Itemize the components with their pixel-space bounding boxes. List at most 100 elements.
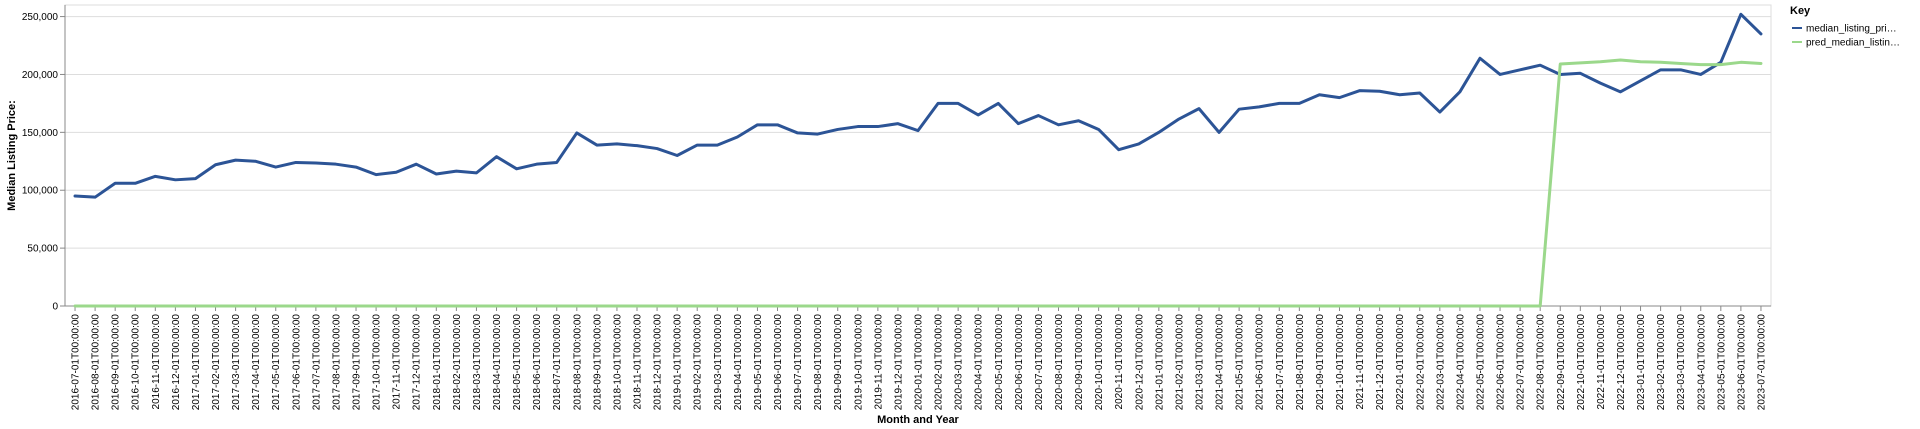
y-tick-label: 150,000 xyxy=(22,128,59,139)
x-tick-label: 2022-07-01T00:00:00 xyxy=(1516,314,1527,411)
x-tick-label: 2022-11-01T00:00:00 xyxy=(1596,314,1607,410)
x-tick-label: 2016-12-01T00:00:00 xyxy=(171,314,182,411)
x-tick-label: 2018-08-01T00:00:00 xyxy=(572,314,583,411)
x-tick-label: 2019-04-01T00:00:00 xyxy=(733,314,744,411)
x-tick-label: 2017-09-01T00:00:00 xyxy=(352,314,363,411)
y-tick-label: 50,000 xyxy=(27,244,58,255)
x-tick-label: 2022-03-01T00:00:00 xyxy=(1435,314,1446,411)
plot-border xyxy=(64,4,1772,307)
x-tick-label: 2018-05-01T00:00:00 xyxy=(512,314,523,411)
x-tick-label: 2023-03-01T00:00:00 xyxy=(1676,314,1687,411)
x-tick-label: 2020-12-01T00:00:00 xyxy=(1134,314,1145,411)
x-tick-label: 2019-01-01T00:00:00 xyxy=(673,314,684,411)
series-line-1 xyxy=(73,12,1763,199)
x-tick-label: 2022-09-01T00:00:00 xyxy=(1556,314,1567,411)
x-tick-label: 2020-01-01T00:00:00 xyxy=(914,314,925,411)
x-tick-label: 2017-01-01T00:00:00 xyxy=(191,314,202,411)
y-axis-title: Median Listing Price: xyxy=(6,100,18,211)
x-tick-label: 2021-11-01T00:00:00 xyxy=(1355,314,1366,410)
series-lines xyxy=(73,12,1763,308)
x-tick-label: 2017-10-01T00:00:00 xyxy=(372,314,383,411)
x-tick-label: 2022-02-01T00:00:00 xyxy=(1415,314,1426,411)
x-tick-label: 2019-06-01T00:00:00 xyxy=(773,314,784,411)
x-tick-label: 2018-09-01T00:00:00 xyxy=(592,314,603,411)
gridlines xyxy=(65,16,1771,307)
x-tick-label: 2021-03-01T00:00:00 xyxy=(1194,314,1205,411)
x-tick-label: 2021-10-01T00:00:00 xyxy=(1335,314,1346,411)
x-tick-label: 2021-12-01T00:00:00 xyxy=(1375,314,1386,411)
plot-area xyxy=(64,4,1772,307)
x-axis: 2016-07-01T00:00:00 2016-08-01T00:00:00 20… xyxy=(65,305,1771,411)
x-tick-label: 2021-06-01T00:00:00 xyxy=(1255,314,1266,411)
x-tick-label: 2020-07-01T00:00:00 xyxy=(1034,314,1045,411)
x-tick-label: 2016-09-01T00:00:00 xyxy=(111,314,122,411)
x-tick-label: 2019-05-01T00:00:00 xyxy=(753,314,764,411)
x-tick-label: 2018-11-01T00:00:00 xyxy=(633,314,644,410)
x-tick-label: 2023-04-01T00:00:00 xyxy=(1696,314,1707,411)
x-tick-label: 2020-05-01T00:00:00 xyxy=(994,314,1005,411)
x-tick-label: 2020-06-01T00:00:00 xyxy=(1014,314,1025,411)
legend: Key median_listing_pri… pred_median_listi… xyxy=(1790,5,1900,49)
x-tick-label: 2020-04-01T00:00:00 xyxy=(974,314,985,411)
x-tick-label: 2021-01-01T00:00:00 xyxy=(1154,314,1165,411)
x-tick-label: 2020-08-01T00:00:00 xyxy=(1054,314,1065,411)
x-tick-label: 2023-01-01T00:00:00 xyxy=(1636,314,1647,411)
x-tick-label: 2022-10-01T00:00:00 xyxy=(1576,314,1587,411)
x-tick-label: 2019-10-01T00:00:00 xyxy=(853,314,864,411)
x-tick-label: 2023-07-01T00:00:00 xyxy=(1756,314,1767,411)
x-tick-label: 2022-08-01T00:00:00 xyxy=(1536,314,1547,411)
x-tick-label: 2019-12-01T00:00:00 xyxy=(893,314,904,411)
x-tick-label: 2019-03-01T00:00:00 xyxy=(713,314,724,411)
x-tick-label: 2023-02-01T00:00:00 xyxy=(1656,314,1667,411)
x-tick-label: 2017-07-01T00:00:00 xyxy=(311,314,322,411)
x-tick-label: 2021-04-01T00:00:00 xyxy=(1215,314,1226,411)
legend-title: Key xyxy=(1790,5,1811,17)
x-tick-label: 2021-02-01T00:00:00 xyxy=(1174,314,1185,411)
y-tick-label: 200,000 xyxy=(22,70,59,81)
x-tick-label: 2022-06-01T00:00:00 xyxy=(1496,314,1507,411)
x-tick-label: 2022-01-01T00:00:00 xyxy=(1395,314,1406,411)
x-tick-label: 2018-06-01T00:00:00 xyxy=(532,314,543,411)
y-axis: 0 50,000 100,000 150,000 200,000 250,000 xyxy=(22,5,66,313)
legend-label-1: median_listing_pri… xyxy=(1806,24,1897,35)
x-tick-label: 2017-08-01T00:00:00 xyxy=(331,314,342,411)
x-tick-label: 2020-10-01T00:00:00 xyxy=(1094,314,1105,411)
x-tick-label: 2017-03-01T00:00:00 xyxy=(231,314,242,411)
x-tick-label: 2020-02-01T00:00:00 xyxy=(934,314,945,411)
x-tick-label: 2017-11-01T00:00:00 xyxy=(392,314,403,410)
x-tick-label: 2019-09-01T00:00:00 xyxy=(833,314,844,411)
x-tick-label: 2020-09-01T00:00:00 xyxy=(1074,314,1085,411)
x-tick-label: 2023-06-01T00:00:00 xyxy=(1736,314,1747,411)
x-tick-label: 2017-06-01T00:00:00 xyxy=(291,314,302,411)
x-tick-label: 2022-04-01T00:00:00 xyxy=(1455,314,1466,411)
legend-label-2: pred_median_listin… xyxy=(1806,38,1900,49)
x-tick-label: 2019-11-01T00:00:00 xyxy=(873,314,884,410)
x-tick-label: 2019-02-01T00:00:00 xyxy=(693,314,704,411)
x-tick-label: 2016-08-01T00:00:00 xyxy=(91,314,102,411)
x-tick-label: 2023-05-01T00:00:00 xyxy=(1716,314,1727,411)
x-tick-label: 2021-07-01T00:00:00 xyxy=(1275,314,1286,411)
x-tick-label: 2020-11-01T00:00:00 xyxy=(1114,314,1125,410)
y-tick-label: 250,000 xyxy=(22,12,59,23)
x-tick-label: 2020-03-01T00:00:00 xyxy=(954,314,965,411)
x-tick-label: 2022-12-01T00:00:00 xyxy=(1616,314,1627,411)
x-tick-label: 2018-02-01T00:00:00 xyxy=(452,314,463,411)
x-tick-label: 2017-05-01T00:00:00 xyxy=(271,314,282,411)
x-tick-label: 2019-07-01T00:00:00 xyxy=(793,314,804,411)
x-tick-label: 2018-01-01T00:00:00 xyxy=(432,314,443,411)
y-tick-label: 0 xyxy=(52,302,58,313)
x-tick-label: 2017-04-01T00:00:00 xyxy=(251,314,262,411)
x-tick-label: 2019-08-01T00:00:00 xyxy=(813,314,824,411)
x-tick-label: 2021-08-01T00:00:00 xyxy=(1295,314,1306,411)
x-axis-title: Month and Year xyxy=(877,414,959,426)
x-tick-label: 2018-04-01T00:00:00 xyxy=(492,314,503,411)
x-tick-label: 2017-02-01T00:00:00 xyxy=(211,314,222,411)
x-tick-label: 2016-11-01T00:00:00 xyxy=(151,314,162,410)
y-tick-label: 100,000 xyxy=(22,186,59,197)
x-tick-label: 2016-10-01T00:00:00 xyxy=(131,314,142,411)
x-tick-label: 2018-10-01T00:00:00 xyxy=(612,314,623,411)
x-tick-label: 2022-05-01T00:00:00 xyxy=(1475,314,1486,411)
x-tick-label: 2018-12-01T00:00:00 xyxy=(653,314,664,411)
series-line-2 xyxy=(73,58,1763,308)
